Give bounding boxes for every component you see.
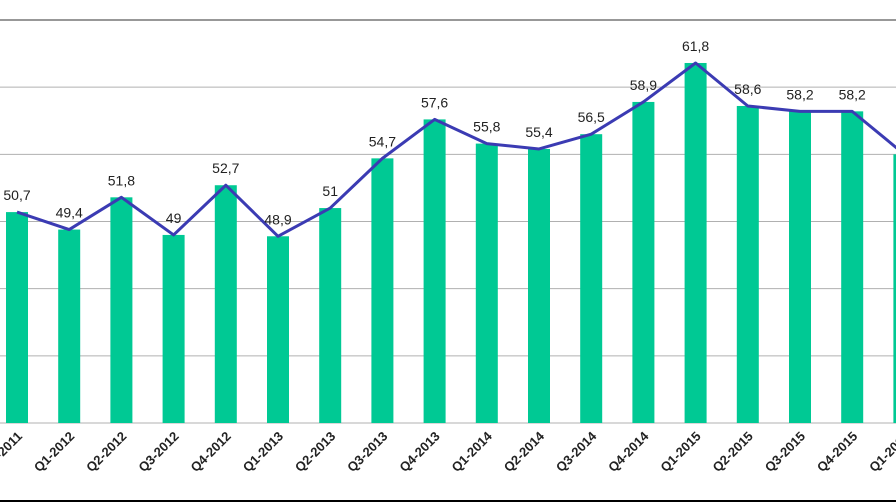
bar: [841, 111, 864, 423]
value-label: 58,6: [734, 81, 761, 97]
bar: [736, 105, 759, 424]
x-tick-label: Q2-2014: [501, 428, 548, 475]
value-label: 55,4: [525, 124, 552, 140]
bar: [475, 143, 498, 423]
value-label: 49: [166, 210, 182, 226]
bar: [893, 154, 896, 424]
value-label: 61,8: [682, 38, 709, 54]
value-label: 49,4: [56, 205, 83, 221]
value-label: 55,8: [473, 119, 500, 135]
value-label: 51: [322, 183, 338, 199]
bar: [58, 229, 81, 423]
bar: [684, 62, 707, 424]
value-label: 57,6: [421, 94, 448, 110]
bar: [162, 234, 185, 423]
bar: [214, 185, 237, 423]
x-tick-label: Q4-2015: [814, 429, 860, 475]
x-tick-label: Q3-2015: [762, 429, 808, 475]
value-label: 51,8: [108, 172, 135, 188]
value-label: 54,7: [369, 133, 396, 149]
line: [16, 61, 896, 238]
bar: [371, 158, 394, 423]
bar: [632, 101, 655, 424]
x-tick-label: Q2-2012: [83, 429, 129, 475]
x-tick-label: Q2-2015: [710, 429, 756, 475]
value-label: 48,9: [264, 211, 291, 227]
bar: [6, 212, 28, 423]
x-tick-label: Q1-2014: [449, 428, 496, 475]
bar: [319, 208, 342, 423]
x-tick-label: Q1-2015: [657, 429, 703, 475]
x-tick-label: Q1-2016: [866, 429, 896, 475]
x-tick-label: Q1-2013: [240, 429, 286, 475]
value-label: 56,5: [578, 109, 605, 125]
bar: [789, 111, 811, 423]
x-tick-label: Q1-2012: [31, 429, 77, 475]
x-tick-label: Q4-2012: [188, 429, 234, 475]
bar: [267, 236, 289, 423]
x-tick-label: Q3-2014: [553, 428, 600, 475]
x-tick-label: Q4-2013: [396, 429, 442, 475]
bar: [110, 197, 133, 423]
x-tick-label: Q2-2013: [292, 429, 338, 475]
x-tick-label: Q3-2012: [135, 429, 181, 475]
x-tick-label: Q3-2013: [344, 429, 390, 475]
x-tick-label: Q4-2011: [0, 429, 25, 475]
bar: [580, 134, 603, 423]
value-label: 58,2: [839, 86, 866, 102]
bar: [528, 148, 550, 423]
value-label: 50,7: [3, 187, 30, 203]
value-label: 58,9: [630, 77, 657, 93]
value-label: 58,2: [786, 86, 813, 102]
bar: [423, 119, 446, 423]
x-tick-label: Q4-2014: [605, 428, 652, 475]
value-label: 52,7: [212, 160, 239, 176]
